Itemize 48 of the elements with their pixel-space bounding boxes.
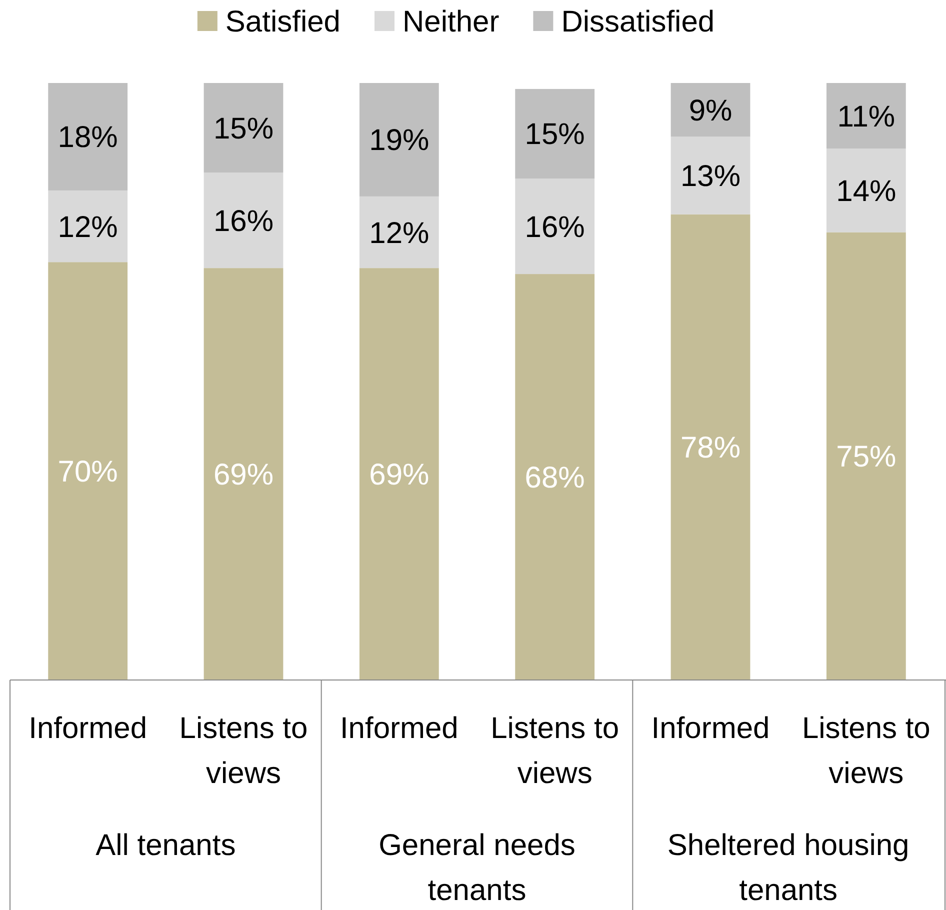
data-label: 75%: [836, 440, 896, 474]
bar: [48, 262, 128, 680]
data-label: 70%: [58, 456, 118, 489]
x-tick-label: Listens to views: [490, 712, 620, 790]
bar: [359, 268, 439, 680]
bar: [204, 83, 284, 173]
data-label: 19%: [369, 124, 430, 158]
data-label: 68%: [524, 462, 585, 495]
x-tick-label: Listens to views: [179, 712, 308, 790]
x-tick-label: Listens to views: [802, 712, 930, 790]
data-label: 16%: [524, 210, 585, 244]
bar: [826, 232, 906, 680]
data-label: 12%: [369, 216, 430, 250]
bar: [48, 190, 128, 262]
data-label: 69%: [369, 458, 430, 492]
bar: [204, 268, 284, 680]
data-label: 15%: [213, 112, 274, 146]
legend-label: Satisfied: [225, 6, 340, 38]
data-label: 13%: [680, 160, 741, 194]
data-label: 16%: [213, 204, 274, 238]
bar: [204, 172, 284, 268]
data-label: 78%: [680, 432, 741, 465]
bar: [670, 136, 750, 214]
bar: [48, 83, 128, 190]
data-label: 9%: [688, 94, 732, 128]
bar: [515, 274, 595, 680]
legend-label: Neither: [402, 6, 500, 38]
bar: [515, 178, 595, 274]
data-label: 18%: [58, 121, 118, 154]
legend-label: Dissatisfied: [561, 6, 715, 38]
x-tick-label: Informed: [28, 712, 148, 745]
bar: [826, 148, 906, 232]
bar: [359, 196, 439, 268]
data-label: 69%: [213, 458, 274, 492]
text: Sheltered housing tenants: [667, 829, 910, 907]
data-label: 14%: [836, 174, 896, 208]
bar: [826, 83, 906, 149]
text: All tenants: [96, 829, 236, 862]
text: General needs tenants: [378, 829, 576, 907]
data-label: 15%: [524, 118, 585, 152]
data-label: 11%: [837, 100, 896, 134]
bar: [670, 214, 750, 680]
x-tick-label: Informed: [651, 712, 770, 745]
bar: [670, 83, 750, 137]
bar: [515, 88, 595, 179]
data-label: 12%: [58, 210, 118, 244]
x-tick-label: Informed: [340, 712, 458, 745]
bar: [359, 83, 439, 196]
